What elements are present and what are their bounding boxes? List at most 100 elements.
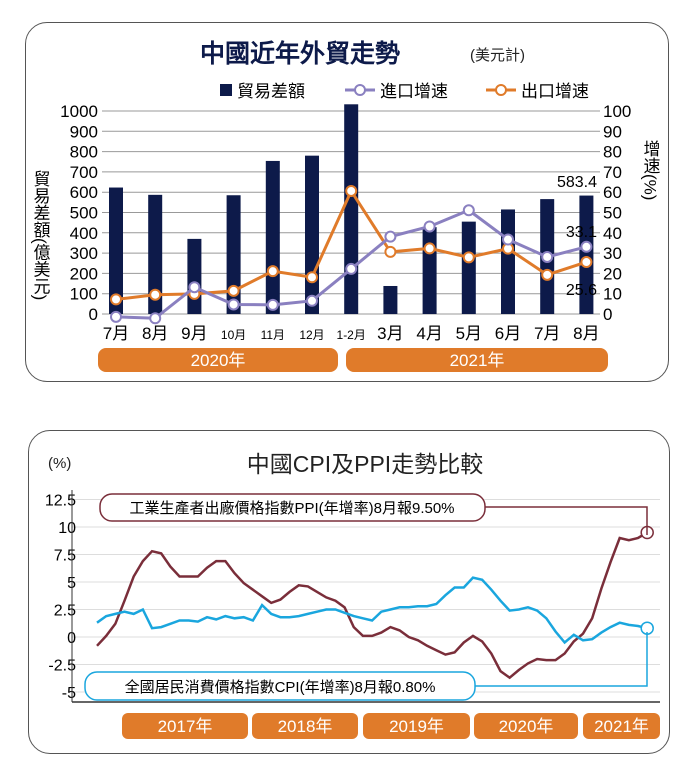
year-band-label: 2017年: [158, 717, 213, 736]
y2-tick-label: 0: [603, 305, 612, 324]
export-point: [345, 184, 358, 197]
import-point: [149, 312, 162, 325]
x-tick-label: 5月: [456, 324, 482, 343]
bar: [461, 221, 476, 314]
y-tick-label: 2.5: [54, 603, 76, 620]
x-tick-label: 7月: [103, 324, 129, 343]
trade-chart: 中國近年外貿走勢 (美元計) 貿易差額 進口增速 出口增速 貿易差額(億美元) …: [31, 39, 661, 372]
cpi-callout: [84, 671, 476, 701]
legend-bar-swatch: [220, 84, 232, 96]
year-band: [363, 713, 470, 739]
import-point: [462, 204, 475, 217]
export-point: [306, 271, 318, 284]
y2-tick-label: 90: [603, 122, 622, 141]
import-point: [306, 294, 318, 307]
y-tick-label: 200: [70, 264, 98, 283]
ppi-series-label: 工業生產者出廠價格指數PPI(年增率)8月報9.50%: [129, 499, 454, 517]
y-tick-label: -5: [62, 685, 76, 702]
import-point: [345, 262, 358, 275]
y-tick-label: 10: [58, 520, 76, 537]
export-point: [384, 245, 397, 258]
bar: [305, 155, 319, 314]
export-point: [110, 293, 122, 306]
year-band-2020: [98, 348, 338, 372]
x-tick-label: 4月: [416, 324, 442, 343]
x-tick-label: 11月: [261, 328, 285, 342]
y-tick-label: 700: [70, 163, 98, 182]
legend-import-label: 進口增速: [380, 82, 448, 101]
chart1-subtitle: (美元計): [470, 47, 525, 64]
y-tick-label: 900: [70, 122, 98, 141]
bar: [109, 187, 123, 314]
y2-tick-label: 100: [603, 102, 631, 121]
year-band-label: 2020年: [499, 717, 554, 736]
y2-tick-label: 40: [603, 224, 622, 243]
x-tick-label: 10月: [221, 328, 246, 342]
y2-tick-label: 30: [603, 244, 622, 263]
bar: [383, 285, 398, 314]
y-tick-label: 800: [70, 143, 98, 162]
import-point: [384, 230, 397, 243]
y-tick-label: 600: [70, 183, 98, 202]
chart2-title: 中國CPI及PPI走勢比較: [247, 451, 483, 477]
y-tick-label: 400: [70, 224, 98, 243]
x-tick-label: 3月: [377, 324, 403, 343]
y2-tick-label: 70: [603, 163, 622, 182]
export-point: [462, 251, 475, 264]
annotation-import: 33.1: [566, 224, 597, 241]
annotation-trade-balance: 583.4: [557, 174, 597, 191]
year-band: [252, 713, 358, 739]
annotation-export: 25.6: [566, 282, 597, 299]
year-band-label: 2018年: [278, 717, 333, 736]
bar: [501, 209, 515, 314]
legend-import-marker: [354, 84, 366, 96]
import-point: [266, 298, 279, 311]
x-tick-label: 9月: [181, 324, 207, 343]
x-tick-label: 1-2月: [337, 328, 366, 342]
year-band-label: 2021年: [450, 351, 505, 370]
export-point: [580, 256, 593, 269]
y2-tick-label: 50: [603, 204, 622, 223]
y2-axis-label: 增速(%): [641, 140, 661, 200]
export-point: [227, 284, 240, 297]
import-point: [423, 220, 436, 233]
legend-export-marker: [495, 84, 507, 96]
bar: [226, 195, 241, 314]
export-point: [149, 288, 162, 301]
y-tick-label: 1000: [60, 102, 98, 121]
year-band-label: 2020年: [191, 351, 246, 370]
bar: [187, 238, 202, 314]
import-point: [541, 250, 554, 263]
import-point: [502, 233, 514, 246]
year-band: [583, 713, 660, 739]
x-tick-label: 7月: [534, 324, 560, 343]
legend-export-label: 出口增速: [521, 82, 589, 101]
import-point: [110, 310, 122, 323]
import-point: [580, 240, 593, 253]
export-point: [541, 268, 554, 281]
y2-tick-label: 80: [603, 143, 622, 162]
legend-bar-label: 貿易差額: [237, 82, 305, 101]
y-tick-label: 7.5: [54, 548, 76, 565]
year-band-label: 2021年: [594, 717, 649, 736]
x-tick-label: 8月: [573, 324, 599, 343]
y-tick-label: 300: [70, 244, 98, 263]
ppi-line: [96, 531, 648, 680]
import-point: [188, 281, 201, 294]
legend: 貿易差額 進口增速 出口增速: [220, 82, 589, 101]
bar: [422, 227, 437, 314]
y-tick-label: 100: [70, 285, 98, 304]
cpi-line: [96, 576, 648, 645]
y-tick-label: -2.5: [48, 658, 76, 675]
year-band-2021: [346, 348, 608, 372]
year-band: [122, 713, 248, 739]
year-band-label: 2019年: [389, 717, 444, 736]
import-point: [227, 298, 240, 311]
chart1-title: 中國近年外貿走勢: [200, 39, 400, 68]
cpi-callout-leader: [475, 632, 648, 687]
x-tick-label: 12月: [299, 328, 324, 342]
export-point: [266, 265, 279, 278]
y-tick-label: 0: [89, 305, 98, 324]
export-point: [423, 242, 436, 255]
